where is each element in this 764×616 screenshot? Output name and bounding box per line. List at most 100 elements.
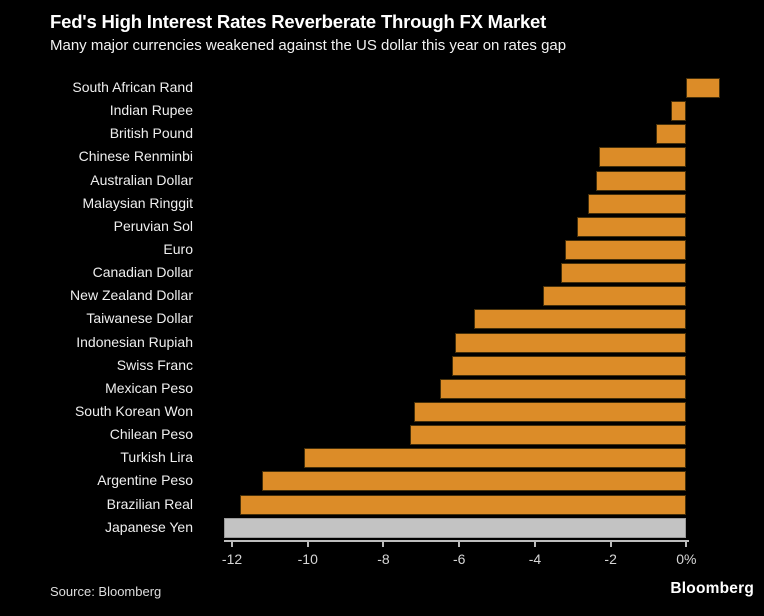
chart-row: South Korean Won — [0, 401, 764, 424]
chart-row: South African Rand — [0, 77, 764, 100]
bar — [224, 517, 687, 538]
bar-chart: South African Rand Indian Rupee British Po… — [0, 77, 764, 540]
category-label: Indian Rupee — [109, 102, 193, 119]
bar — [599, 147, 687, 168]
bar — [587, 193, 687, 214]
source-label: Source: Bloomberg — [50, 584, 162, 599]
chart-row: Japanese Yen — [0, 517, 764, 540]
chart-row: Indian Rupee — [0, 100, 764, 123]
axis-tick-label: -12 — [221, 551, 243, 567]
chart-row: Taiwanese Dollar — [0, 308, 764, 331]
bar — [474, 309, 687, 330]
category-label: Chilean Peso — [109, 426, 193, 443]
category-label: Turkish Lira — [120, 449, 193, 466]
plot-area — [201, 470, 764, 493]
bar — [440, 378, 687, 399]
chart-row: Chilean Peso — [0, 424, 764, 447]
plot-area — [201, 216, 764, 239]
category-label: New Zealand Dollar — [70, 287, 193, 304]
bar — [455, 332, 687, 353]
plot-area — [201, 378, 764, 401]
chart-row: Malaysian Ringgit — [0, 193, 764, 216]
chart-row: Indonesian Rupiah — [0, 332, 764, 355]
plot-area — [201, 424, 764, 447]
plot-area — [201, 447, 764, 470]
bar — [542, 286, 687, 307]
chart-row: New Zealand Dollar — [0, 285, 764, 308]
plot-area — [201, 494, 764, 517]
category-label: Malaysian Ringgit — [82, 194, 194, 211]
plot-area — [201, 332, 764, 355]
category-label: Peruvian Sol — [113, 217, 193, 234]
axis-tick — [685, 541, 688, 547]
category-label: Mexican Peso — [105, 379, 193, 396]
axis-tick — [609, 541, 612, 547]
bloomberg-logo: Bloomberg — [670, 580, 754, 597]
chart-row: Chinese Renminbi — [0, 146, 764, 169]
plot-area — [201, 77, 764, 100]
chart-row: Turkish Lira — [0, 447, 764, 470]
category-label: South Korean Won — [74, 402, 193, 419]
category-label: Chinese Renminbi — [78, 148, 193, 165]
plot-area — [201, 355, 764, 378]
chart-row: British Pound — [0, 123, 764, 146]
bar — [671, 101, 687, 122]
category-label: Swiss Franc — [116, 356, 193, 373]
category-label: Taiwanese Dollar — [86, 310, 193, 327]
bar — [656, 124, 687, 145]
category-label: Australian Dollar — [90, 171, 193, 188]
axis-tick — [533, 541, 536, 547]
category-label: Japanese Yen — [105, 518, 193, 535]
axis-tick-label: 0% — [676, 551, 697, 567]
chart-row: Brazilian Real — [0, 494, 764, 517]
plot-area — [201, 146, 764, 169]
chart-row: Peruvian Sol — [0, 216, 764, 239]
plot-area — [201, 308, 764, 331]
axis-baseline — [224, 540, 690, 542]
category-label: South African Rand — [72, 79, 193, 95]
chart-row: Mexican Peso — [0, 378, 764, 401]
category-label: Canadian Dollar — [92, 264, 193, 281]
axis-tick — [231, 541, 234, 547]
chart-row: Australian Dollar — [0, 170, 764, 193]
category-label: Indonesian Rupiah — [76, 333, 193, 350]
bar — [303, 448, 687, 469]
category-label: Brazilian Real — [106, 495, 193, 512]
bar — [239, 494, 687, 515]
bar — [595, 170, 687, 191]
axis-tick-label: -2 — [604, 551, 617, 567]
plot-area — [201, 262, 764, 285]
chart-row: Swiss Franc — [0, 355, 764, 378]
chart-row: Euro — [0, 239, 764, 262]
axis-tick — [458, 541, 461, 547]
bar — [451, 355, 687, 376]
plot-area — [201, 100, 764, 123]
plot-area — [201, 239, 764, 262]
category-label: Argentine Peso — [97, 472, 193, 489]
axis-tick-label: -4 — [528, 551, 542, 567]
category-label: British Pound — [109, 125, 193, 142]
chart-row: Canadian Dollar — [0, 262, 764, 285]
x-axis: -12 -10 -8 -6 -4 -2 0% — [201, 540, 764, 580]
bar — [413, 401, 687, 422]
bar — [576, 216, 687, 237]
chart-title: Fed's High Interest Rates Reverberate Th… — [50, 11, 547, 32]
bar — [409, 425, 687, 446]
plot-area — [201, 170, 764, 193]
chart-row: Argentine Peso — [0, 470, 764, 493]
plot-area — [201, 193, 764, 216]
plot-area — [201, 401, 764, 424]
bar — [262, 471, 687, 492]
axis-tick — [382, 541, 385, 547]
chart-subtitle: Many major currencies weakened against t… — [50, 37, 567, 54]
axis-tick-label: -8 — [377, 551, 390, 567]
plot-area — [201, 285, 764, 308]
axis-tick — [306, 541, 309, 547]
bar — [686, 78, 721, 98]
axis-tick-label: -6 — [452, 551, 466, 567]
plot-area — [201, 517, 764, 540]
axis-tick-label: -10 — [297, 551, 318, 567]
bar — [565, 239, 687, 260]
plot-area — [201, 123, 764, 146]
